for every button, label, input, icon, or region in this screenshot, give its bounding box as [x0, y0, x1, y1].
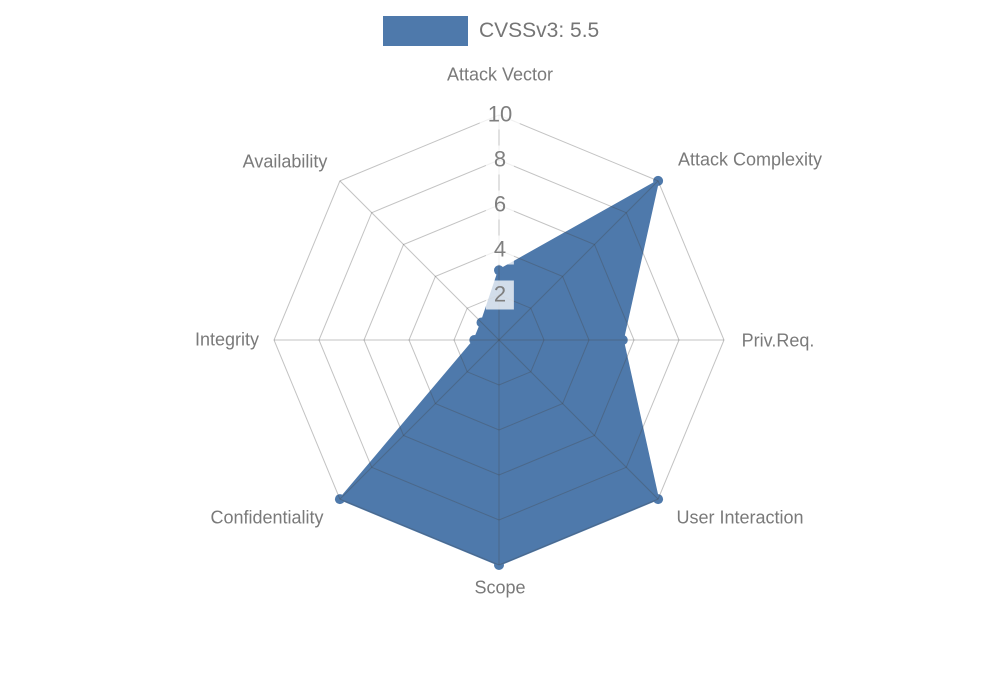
axis-label-integrity: Integrity — [194, 329, 260, 350]
grid-spoke — [498, 339, 659, 500]
axis-label-attack-vector: Attack Vector — [446, 64, 554, 85]
axis-label-scope: Scope — [474, 577, 526, 598]
radial-tick-label: 10 — [479, 100, 521, 130]
axis-label-attack-complexity: Attack Complexity — [677, 149, 823, 170]
grid-spoke — [339, 180, 500, 341]
legend-label: CVSSv3: 5.5 — [479, 19, 600, 42]
grid-ring — [273, 114, 725, 566]
grid-ring — [318, 159, 680, 521]
legend-swatch — [383, 16, 468, 46]
radial-tick-label: 6 — [485, 190, 515, 220]
data-point-marker — [494, 560, 504, 570]
data-point-marker — [476, 317, 487, 328]
data-point-marker — [494, 265, 504, 276]
radial-tick-label: 4 — [485, 235, 515, 265]
grid-ring — [408, 249, 590, 431]
axis-label-confidentiality: Confidentiality — [210, 507, 324, 528]
axis-label-priv-req: Priv.Req. — [741, 330, 815, 351]
data-point-marker — [334, 494, 345, 505]
data-point-marker — [653, 494, 664, 505]
grid-ring — [453, 294, 545, 386]
legend: CVSSv3: 5.5 — [383, 16, 599, 46]
grid-spoke — [498, 180, 659, 341]
grid-ring — [363, 204, 635, 476]
axis-label-availability: Availability — [242, 151, 328, 172]
grid-spoke — [339, 339, 500, 500]
radial-tick-label: 2 — [485, 280, 515, 310]
data-point-marker — [469, 335, 480, 345]
data-point-marker — [617, 335, 628, 345]
radial-tick-label: 8 — [485, 145, 515, 175]
data-point-marker — [653, 175, 664, 186]
axis-label-user-interaction: User Interaction — [676, 507, 804, 528]
